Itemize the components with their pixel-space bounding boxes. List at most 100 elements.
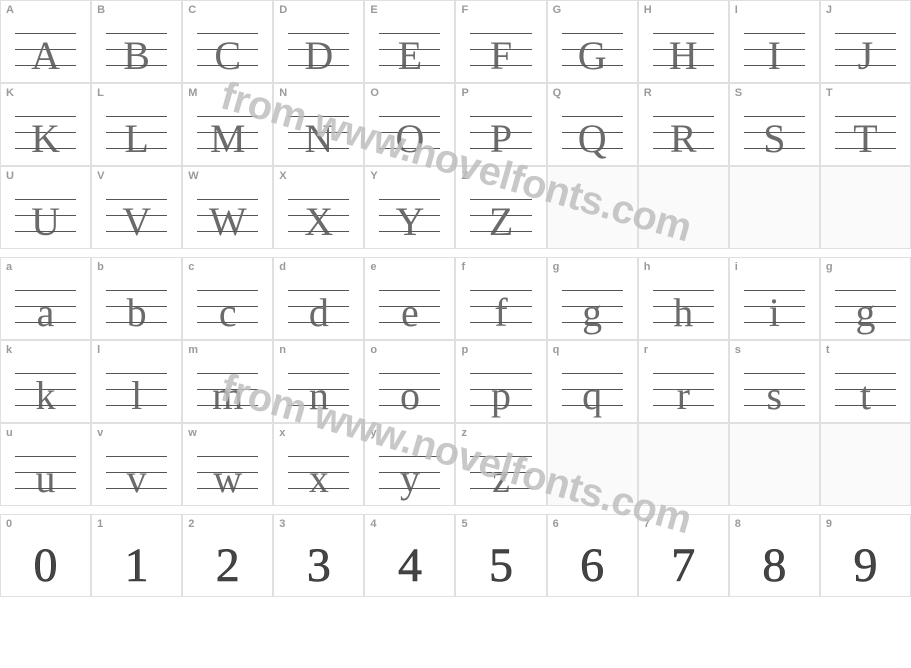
cell-key-label: N [279, 87, 287, 99]
glyph-wrap: G [548, 20, 637, 76]
glyph-cell: hh [638, 257, 729, 340]
cell-key-label: m [188, 344, 198, 356]
glyph-wrap: 8 [730, 534, 819, 590]
cell-key-label: l [97, 344, 100, 356]
glyph-cell: oo [364, 340, 455, 423]
glyph: v [127, 459, 147, 499]
cell-key-label: A [6, 4, 14, 16]
empty-cell [547, 166, 638, 249]
glyph: r [677, 376, 690, 416]
cell-key-label: r [644, 344, 648, 356]
glyph-cell: AA [0, 0, 91, 83]
glyph: t [860, 376, 871, 416]
glyph: w [213, 459, 242, 499]
cell-key-label: S [735, 87, 742, 99]
empty-cell [820, 166, 911, 249]
glyph-cell: pp [455, 340, 546, 423]
glyph-cell: gg [820, 257, 911, 340]
glyph-wrap: 6 [548, 534, 637, 590]
glyph: p [491, 376, 511, 416]
cell-key-label: c [188, 261, 194, 273]
glyph-cell: EE [364, 0, 455, 83]
cell-key-label: 0 [6, 518, 12, 530]
glyph: 3 [307, 542, 331, 590]
glyph-wrap: 3 [274, 534, 363, 590]
glyph-wrap: U [1, 186, 90, 242]
empty-cell [547, 423, 638, 506]
empty-cell [638, 166, 729, 249]
glyph-wrap: 2 [183, 534, 272, 590]
glyph-cell: bb [91, 257, 182, 340]
cell-key-label: G [553, 4, 562, 16]
glyph-cell: qq [547, 340, 638, 423]
cell-key-label: I [735, 4, 738, 16]
glyph-cell: 88 [729, 514, 820, 597]
cell-key-label: X [279, 170, 286, 182]
lowercase-grid: aabbccddeeffgghhiiggkkllmmnnooppqqrrsstt… [0, 257, 911, 506]
cell-key-label: J [826, 4, 832, 16]
glyph-wrap: h [639, 277, 728, 333]
glyph: y [400, 459, 420, 499]
glyph-wrap: a [1, 277, 90, 333]
cell-key-label: O [370, 87, 379, 99]
glyph: u [36, 459, 56, 499]
cell-key-label: 2 [188, 518, 194, 530]
glyph-cell: HH [638, 0, 729, 83]
section-gap [0, 506, 911, 514]
glyph: m [212, 376, 243, 416]
glyph-wrap: d [274, 277, 363, 333]
glyph-wrap: I [730, 20, 819, 76]
glyph: A [31, 36, 60, 76]
glyph-cell: 66 [547, 514, 638, 597]
cell-key-label: Z [461, 170, 468, 182]
glyph-cell: DD [273, 0, 364, 83]
cell-key-label: M [188, 87, 197, 99]
glyph-wrap: y [365, 443, 454, 499]
glyph-wrap: w [183, 443, 272, 499]
glyph-wrap: R [639, 103, 728, 159]
glyph-wrap: b [92, 277, 181, 333]
glyph-cell: aa [0, 257, 91, 340]
glyph-cell: VV [91, 166, 182, 249]
glyph-wrap: N [274, 103, 363, 159]
glyph: h [673, 293, 693, 333]
glyph: L [124, 119, 148, 159]
glyph-wrap: o [365, 360, 454, 416]
glyph-wrap: W [183, 186, 272, 242]
glyph: e [401, 293, 419, 333]
cell-key-label: W [188, 170, 198, 182]
glyph: f [494, 293, 507, 333]
glyph-wrap: S [730, 103, 819, 159]
glyph-wrap: L [92, 103, 181, 159]
glyph-cell: KK [0, 83, 91, 166]
glyph: B [123, 36, 150, 76]
glyph-wrap: C [183, 20, 272, 76]
glyph-cell: GG [547, 0, 638, 83]
cell-key-label: p [461, 344, 468, 356]
glyph-wrap: M [183, 103, 272, 159]
glyph: W [209, 202, 247, 242]
glyph-cell: 55 [455, 514, 546, 597]
cell-key-label: 7 [644, 518, 650, 530]
cell-key-label: 6 [553, 518, 559, 530]
glyph-cell: YY [364, 166, 455, 249]
glyph-cell: 22 [182, 514, 273, 597]
glyph-wrap: 5 [456, 534, 545, 590]
cell-key-label: 4 [370, 518, 376, 530]
cell-key-label: x [279, 427, 285, 439]
glyph-cell: kk [0, 340, 91, 423]
glyph-cell: mm [182, 340, 273, 423]
glyph-cell: dd [273, 257, 364, 340]
glyph-cell: QQ [547, 83, 638, 166]
glyph-cell: 44 [364, 514, 455, 597]
glyph-cell: tt [820, 340, 911, 423]
cell-key-label: 8 [735, 518, 741, 530]
glyph: E [398, 36, 422, 76]
cell-key-label: b [97, 261, 104, 273]
glyph-wrap: J [821, 20, 910, 76]
glyph: R [670, 119, 697, 159]
glyph-wrap: p [456, 360, 545, 416]
glyph: d [309, 293, 329, 333]
glyph-cell: ii [729, 257, 820, 340]
glyph: 1 [125, 542, 149, 590]
